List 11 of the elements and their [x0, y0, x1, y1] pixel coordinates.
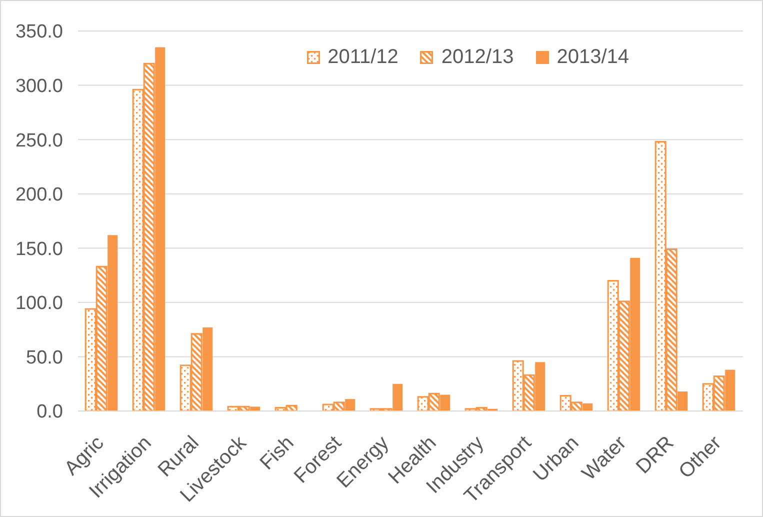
y-tick-label: 250.0: [15, 130, 63, 152]
y-tick-label: 50.0: [26, 347, 63, 368]
y-tick-label: 100.0: [15, 293, 63, 314]
legend-label: 2012/13: [441, 46, 514, 69]
legend-label: 2011/12: [328, 46, 398, 69]
y-tick-label: 300.0: [15, 76, 63, 98]
y-tick-label: 350.0: [15, 22, 63, 43]
y-tick-label: 200.0: [15, 184, 63, 206]
y-tick-label: 150.0: [15, 238, 63, 260]
legend-label: 2013/14: [556, 46, 629, 69]
y-tick-label: 0.0: [36, 402, 63, 423]
